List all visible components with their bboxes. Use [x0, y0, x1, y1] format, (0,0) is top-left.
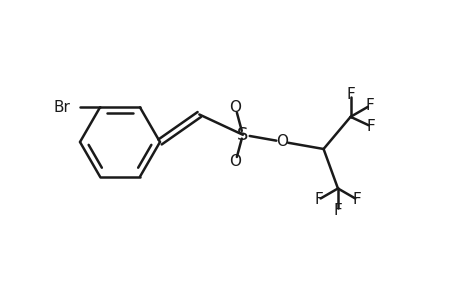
- Text: F: F: [333, 203, 341, 218]
- Text: S: S: [237, 126, 248, 144]
- Text: F: F: [365, 118, 374, 134]
- Text: F: F: [352, 192, 361, 207]
- Text: O: O: [229, 100, 241, 115]
- Text: F: F: [364, 98, 373, 113]
- Text: Br: Br: [53, 100, 70, 115]
- Text: O: O: [275, 134, 288, 149]
- Text: F: F: [346, 87, 354, 102]
- Text: F: F: [314, 192, 323, 207]
- Text: O: O: [229, 154, 241, 169]
